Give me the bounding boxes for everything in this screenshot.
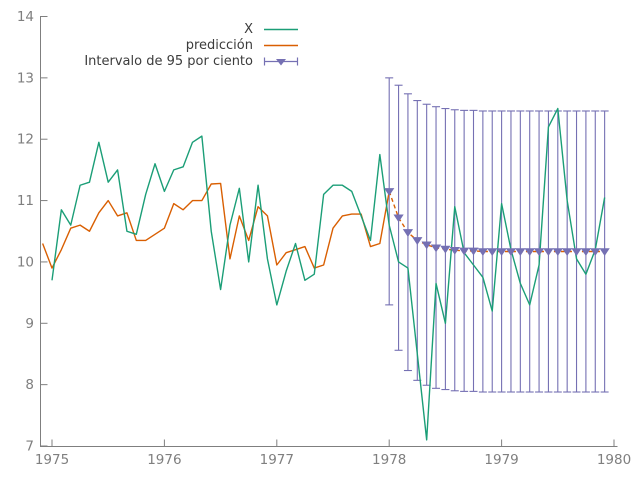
x-tick-label: 1977 xyxy=(260,452,294,468)
legend-item-intervalo: Intervalo de 95 por ciento xyxy=(60,55,300,68)
legend-label-prediccion: predicción xyxy=(185,38,253,53)
x-tick-label: 1975 xyxy=(35,452,69,468)
x-tick-label: 1978 xyxy=(372,452,406,468)
legend-errorbar-sample-icon xyxy=(263,57,299,66)
legend-line-sample-icon xyxy=(264,28,298,31)
legend-item-x: X xyxy=(60,23,300,36)
y-tick-label: 13 xyxy=(17,70,34,86)
y-tick-label: 11 xyxy=(17,193,34,209)
legend-label-intervalo: Intervalo de 95 por ciento xyxy=(84,54,253,69)
y-tick-label: 14 xyxy=(17,9,34,25)
y-tick-label: 8 xyxy=(25,377,34,393)
y-tick-label: 12 xyxy=(17,132,34,148)
y-tick-label: 7 xyxy=(25,439,34,455)
y-tick-label: 10 xyxy=(17,254,34,270)
x-tick-label: 1976 xyxy=(147,452,181,468)
x-tick-label: 1980 xyxy=(597,452,631,468)
legend-line-sample-icon xyxy=(264,44,298,47)
y-tick-label: 9 xyxy=(25,316,34,332)
legend: X predicción Intervalo de 95 por ciento xyxy=(60,23,300,68)
x-tick-label: 1979 xyxy=(484,452,518,468)
legend-label-x: X xyxy=(244,22,253,37)
legend-item-prediccion: predicción xyxy=(60,39,300,52)
